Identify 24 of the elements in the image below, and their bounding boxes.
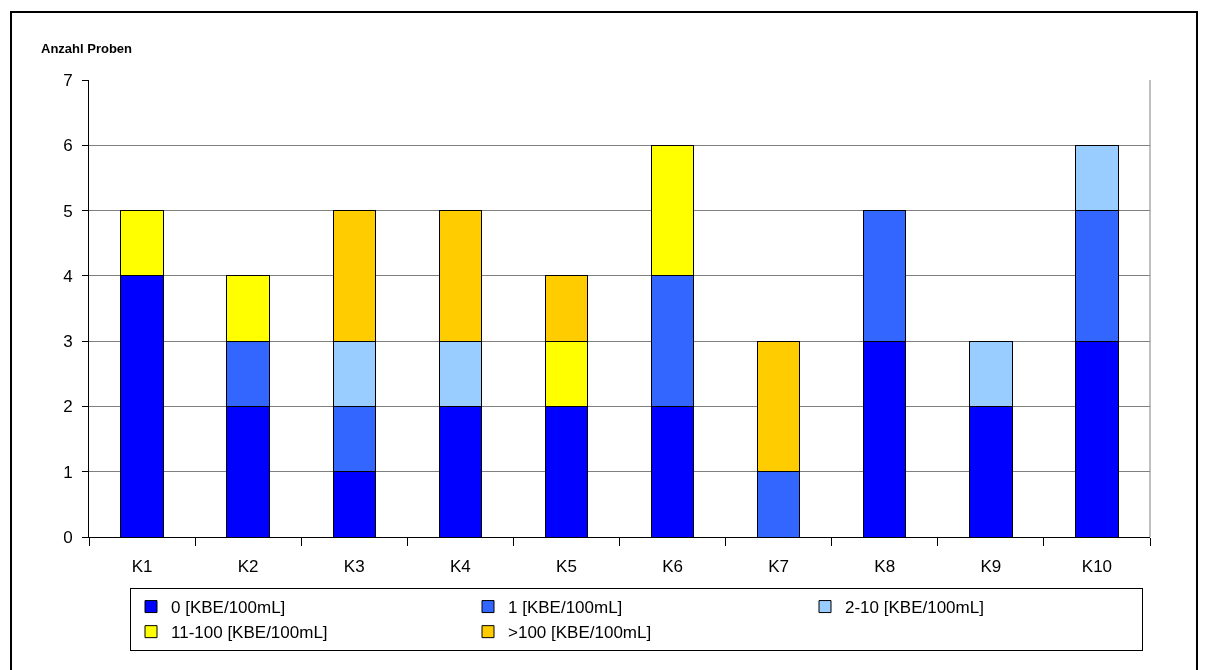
y-tick-label: 5 [63,201,73,221]
legend-label: >100 [KBE/100mL] [508,623,652,643]
y-tick-label: 7 [63,70,73,90]
legend-label: 1 [KBE/100mL] [508,598,623,618]
y-axis-title: Anzahl Proben [41,41,133,56]
x-tick-label: K9 [980,557,1002,577]
x-tick-label: K8 [874,557,896,577]
x-tick-label: K7 [768,557,790,577]
y-tick-label: 0 [63,527,73,547]
x-tick-label: K6 [662,557,683,577]
x-tick-label: K2 [237,557,259,577]
x-tick-label: K5 [556,557,577,577]
legend-label: 2-10 [KBE/100mL] [845,598,984,618]
legend-label: 0 [KBE/100mL] [171,598,286,618]
y-tick-label: 3 [63,332,73,352]
y-tick-label: 6 [63,136,73,156]
legend-label: 11-100 [KBE/100mL] [171,623,328,643]
x-tick-label: K10 [1081,557,1113,577]
x-tick-label: K3 [343,557,365,577]
y-tick-label: 4 [63,266,73,286]
x-tick-label: K1 [131,557,153,577]
y-tick-label: 2 [63,397,73,417]
y-tick-label: 1 [63,462,73,482]
x-tick-label: K4 [449,557,471,577]
